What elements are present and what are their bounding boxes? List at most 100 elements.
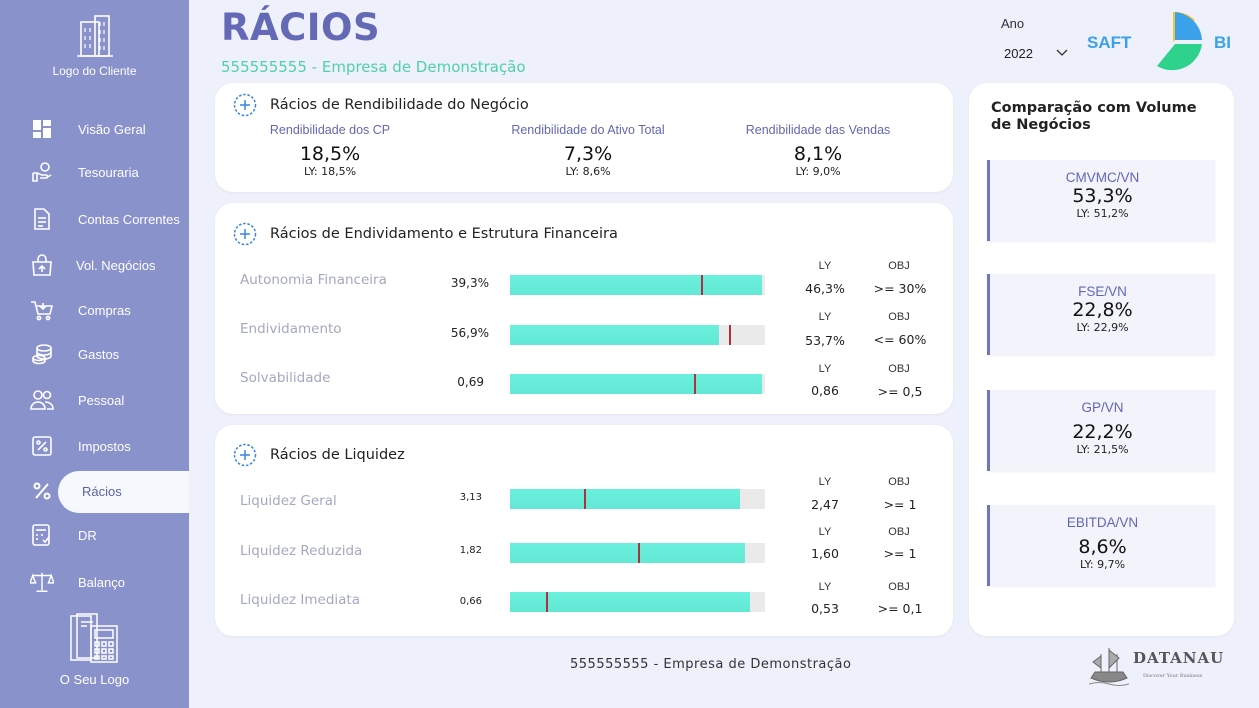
bag-up-icon bbox=[30, 253, 54, 277]
nav-balanco[interactable]: Balanço bbox=[0, 562, 189, 602]
nav-vol-negocios[interactable]: Vol. Negócios bbox=[0, 245, 189, 285]
obj-header: OBJ bbox=[888, 581, 910, 593]
obj-value: >= 1 bbox=[883, 497, 917, 512]
endividamento-card: Rácios de Endividamento e Estrutura Fina… bbox=[215, 203, 953, 414]
ly-header: LY bbox=[818, 476, 832, 488]
obj-header: OBJ bbox=[888, 476, 910, 488]
obj-value: >= 0,5 bbox=[877, 384, 923, 399]
nav-label: Impostos bbox=[78, 438, 131, 454]
row-label: Autonomia Financeira bbox=[240, 272, 387, 288]
card-title: Rácios de Liquidez bbox=[270, 447, 405, 463]
obj-value: >= 0,1 bbox=[877, 601, 923, 616]
kpi-card-cmvmc: CMVMC/VN 53,3% LY: 51,2% bbox=[987, 160, 1215, 241]
volume-negocios-panel: Comparação com Volume de Negócios CMVMC/… bbox=[969, 83, 1234, 636]
calculator-docs-icon bbox=[69, 613, 118, 663]
nav-label: Rácios bbox=[82, 483, 122, 499]
percent-icon bbox=[30, 479, 54, 503]
card-header: Rácios de Endividamento e Estrutura Fina… bbox=[233, 222, 618, 246]
target-marker bbox=[545, 592, 548, 612]
nav-label: Pessoal bbox=[78, 392, 125, 408]
nav-contas-correntes[interactable]: Contas Correntes bbox=[0, 199, 189, 239]
kpi-ly: LY: 8,6% bbox=[565, 165, 611, 178]
kpi-ly: LY: 21,5% bbox=[1076, 443, 1129, 456]
row-label: Endividamento bbox=[240, 321, 342, 337]
row-value: 1,82 bbox=[459, 545, 482, 556]
expand-plus-icon[interactable] bbox=[233, 443, 257, 467]
active-indicator bbox=[58, 471, 189, 513]
target-marker bbox=[583, 489, 586, 509]
kpi-value: 8,1% bbox=[793, 143, 843, 165]
nav-label: Contas Correntes bbox=[78, 211, 180, 227]
card-header: Rácios de Liquidez bbox=[233, 443, 405, 467]
page-title: RÁCIOS bbox=[221, 6, 381, 49]
nav-impostos[interactable]: Impostos bbox=[0, 426, 189, 466]
cart-icon bbox=[30, 298, 54, 322]
calculator-icon bbox=[30, 523, 54, 547]
kpi-name: GP/VN bbox=[1081, 400, 1124, 415]
kpi-ly: LY: 22,9% bbox=[1076, 321, 1129, 334]
nav-gastos[interactable]: Gastos bbox=[0, 334, 189, 374]
kpi-value: 18,5% bbox=[299, 143, 361, 165]
datanau-logo: DATANAU Discover Your Business bbox=[1089, 648, 1223, 686]
nav-label: Vol. Negócios bbox=[76, 257, 156, 273]
nav-pessoal[interactable]: Pessoal bbox=[0, 380, 189, 420]
ly-header: LY bbox=[818, 526, 832, 538]
obj-header: OBJ bbox=[888, 311, 910, 323]
obj-value: <= 60% bbox=[873, 332, 927, 347]
bar-fill bbox=[510, 325, 720, 345]
panel-title: Comparação com Volume de Negócios bbox=[991, 100, 1197, 134]
client-logo: Logo do Cliente bbox=[0, 12, 189, 78]
ly-value: 53,7% bbox=[805, 333, 845, 348]
kpi-name: FSE/VN bbox=[1078, 284, 1127, 299]
kpi-card-fse: FSE/VN 22,8% LY: 22,9% bbox=[987, 274, 1215, 355]
ly-header: LY bbox=[818, 311, 832, 323]
card-title: Rácios de Endividamento e Estrutura Fina… bbox=[270, 226, 618, 242]
ly-value: 46,3% bbox=[805, 281, 845, 296]
year-label: Ano bbox=[1001, 16, 1025, 31]
obj-value: >= 30% bbox=[873, 281, 927, 296]
kpi-rendibilidade-ativo: Rendibilidade do Ativo Total 7,3% LY: 8,… bbox=[473, 123, 703, 178]
expand-plus-icon[interactable] bbox=[233, 222, 257, 246]
progress-bar bbox=[510, 592, 765, 612]
kpi-rendibilidade-cp: Rendibilidade dos CP 18,5% LY: 18,5% bbox=[215, 123, 445, 178]
obj-header: OBJ bbox=[888, 526, 910, 538]
nav-compras[interactable]: Compras bbox=[0, 290, 189, 330]
ly-header: LY bbox=[818, 260, 832, 272]
kpi-value: 22,8% bbox=[1072, 299, 1133, 321]
nav-racios[interactable]: Rácios bbox=[0, 471, 189, 513]
own-logo-label: O Seu Logo bbox=[59, 672, 130, 687]
row-value: 39,3% bbox=[450, 276, 489, 290]
scale-icon bbox=[30, 570, 54, 594]
coins-icon bbox=[30, 342, 54, 366]
nav-tesouraria[interactable]: Tesouraria bbox=[0, 152, 189, 192]
document-icon bbox=[30, 207, 54, 231]
sidebar: Logo do Cliente Visão Geral Tesouraria C… bbox=[0, 0, 189, 708]
row-label: Solvabilidade bbox=[240, 370, 331, 386]
nav-label: Tesouraria bbox=[78, 164, 139, 180]
progress-bar bbox=[510, 489, 765, 509]
bar-fill bbox=[510, 275, 763, 295]
row-value: 0,66 bbox=[459, 596, 482, 607]
nav-visao-geral[interactable]: Visão Geral bbox=[0, 109, 189, 149]
kpi-rendibilidade-vendas: Rendibilidade das Vendas 8,1% LY: 9,0% bbox=[703, 123, 933, 178]
ly-value: 1,60 bbox=[811, 546, 839, 561]
kpi-value: 53,3% bbox=[1072, 185, 1133, 207]
dashboard-icon bbox=[30, 117, 54, 141]
row-value: 3,13 bbox=[459, 492, 482, 503]
progress-bar bbox=[510, 543, 765, 563]
people-icon bbox=[30, 388, 54, 412]
target-marker bbox=[693, 374, 696, 394]
saft-text: SAFT bbox=[1087, 33, 1132, 52]
target-marker bbox=[701, 275, 704, 295]
obj-value: >= 1 bbox=[883, 546, 917, 561]
ly-header: LY bbox=[818, 363, 832, 375]
footer-company: 555555555 - Empresa de Demonstração bbox=[570, 657, 852, 672]
nav-dr[interactable]: DR bbox=[0, 515, 189, 555]
nav-label: Gastos bbox=[78, 346, 120, 362]
nav-label: Balanço bbox=[78, 574, 125, 590]
kpi-value: 22,2% bbox=[1072, 421, 1133, 443]
nav-label: DR bbox=[78, 527, 97, 543]
expand-plus-icon[interactable] bbox=[233, 93, 257, 117]
bar-fill bbox=[510, 489, 740, 509]
year-select[interactable]: 2022 bbox=[995, 40, 1073, 66]
